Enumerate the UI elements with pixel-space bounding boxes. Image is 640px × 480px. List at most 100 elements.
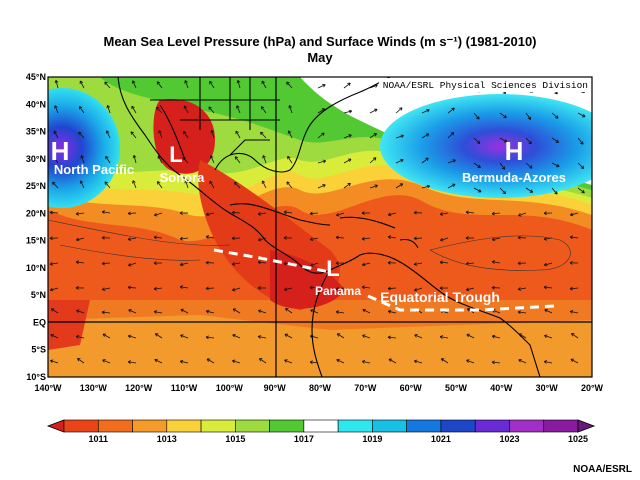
wind-arrow [525, 112, 532, 120]
wind-arrow [258, 212, 267, 215]
wind-arrow-head [451, 107, 455, 112]
wind-arrow-head [413, 236, 417, 241]
wind-arrow-head [387, 309, 392, 314]
wind-arrow [286, 181, 293, 189]
wind-arrow [284, 333, 293, 339]
wind-arrow [154, 212, 163, 216]
wind-arrow [285, 308, 293, 314]
wind-arrow-head [413, 210, 417, 215]
wind-arrow [336, 212, 345, 216]
wind-arrow-head [105, 155, 109, 160]
wind-arrow-head [544, 262, 548, 267]
wind-arrow-head [52, 156, 57, 160]
lat-label: 5°S [31, 345, 46, 355]
colorbar-swatch [303, 419, 339, 433]
wind-arrow [518, 359, 527, 364]
wind-arrow [55, 80, 59, 89]
wind-arrow [127, 212, 137, 214]
colorbar-label: 1017 [294, 434, 314, 444]
wind-arrow-head [361, 211, 365, 215]
wind-arrow [570, 358, 579, 364]
lat-label: 40°N [26, 99, 46, 109]
wind-arrow [286, 81, 293, 89]
wind-arrow-head [101, 235, 105, 240]
wind-arrow [235, 130, 241, 139]
wind-arrow-head [131, 105, 135, 110]
wind-arrow-head [54, 79, 59, 84]
wind-arrow-head [476, 116, 480, 120]
wind-arrow [284, 211, 293, 214]
wind-arrow-head [322, 184, 326, 188]
wind-arrow [258, 261, 267, 264]
wind-arrow-head [287, 130, 292, 134]
wind-arrow-head [179, 211, 183, 215]
wind-arrow-head [571, 333, 575, 337]
wind-arrow-head [209, 180, 213, 185]
wind-arrow-head [52, 181, 56, 186]
wind-arrow-head [414, 287, 418, 292]
wind-arrow [388, 236, 397, 239]
wind-arrow [284, 359, 293, 364]
wind-arrow-head [440, 237, 444, 242]
wind-arrow [310, 361, 319, 364]
wind-arrow-head [347, 182, 351, 187]
wind-arrow-head [75, 334, 80, 339]
wind-arrow-head [387, 335, 391, 340]
wind-arrow-head [288, 105, 292, 109]
wind-arrow [492, 261, 501, 264]
wind-arrow [49, 211, 59, 214]
wind-arrow [440, 336, 449, 339]
wind-arrow [414, 262, 423, 265]
colorbar-swatch [235, 419, 270, 433]
wind-arrow-head [75, 211, 79, 216]
wind-arrow-head [132, 180, 136, 184]
wind-arrow-head [466, 359, 470, 363]
wind-arrow-head [101, 210, 106, 214]
wind-arrow-head [80, 155, 84, 159]
lat-label: 5°N [31, 290, 46, 300]
wind-arrow [184, 80, 189, 89]
wind-arrow [156, 106, 163, 114]
north-pacific-h: H [51, 136, 70, 166]
wind-arrow [102, 333, 111, 339]
wind-arrow-head [101, 310, 105, 315]
wind-arrow-head [452, 183, 456, 188]
wind-arrow-head [309, 285, 313, 290]
wind-arrow-head [502, 190, 506, 195]
wind-arrow-head [388, 358, 393, 362]
wind-arrow-head [518, 358, 522, 363]
wind-arrow [466, 287, 475, 291]
wind-arrow [570, 310, 579, 314]
wind-arrow-head [205, 260, 209, 265]
source-box [379, 78, 591, 92]
wind-arrow-head [232, 308, 237, 312]
wind-arrow [128, 335, 137, 339]
wind-arrow [447, 132, 455, 139]
wind-arrow [440, 212, 449, 215]
colorbar-label: 1025 [568, 434, 588, 444]
wind-arrow-head [235, 130, 239, 135]
wind-arrow-head [426, 108, 430, 113]
wind-arrow [50, 334, 59, 339]
wind-arrow [284, 287, 293, 291]
colorbar-swatch [337, 419, 373, 433]
wind-arrow-head [231, 236, 235, 241]
wind-arrow-head [373, 133, 377, 137]
wind-arrow [76, 335, 85, 339]
wind-arrow [577, 137, 584, 145]
chart-subtitle: May [307, 50, 333, 65]
wind-arrow-head [127, 237, 132, 241]
wind-arrow [447, 107, 455, 114]
wind-arrow [183, 131, 189, 139]
wind-arrow-head [260, 106, 265, 110]
wind-arrow [180, 360, 189, 364]
wind-arrow-head [399, 107, 403, 111]
latitude-labels: 45°N 40°N 35°N 30°N 25°N 20°N 15°N 10°N 5°N EQ 5°S… [26, 72, 46, 382]
wind-arrow-head [283, 261, 287, 266]
wind-arrow-head [387, 212, 392, 217]
wind-arrow [335, 236, 345, 239]
wind-arrow [544, 335, 553, 339]
lon-label: 110°W [171, 383, 198, 393]
wind-arrow-head [205, 286, 209, 291]
